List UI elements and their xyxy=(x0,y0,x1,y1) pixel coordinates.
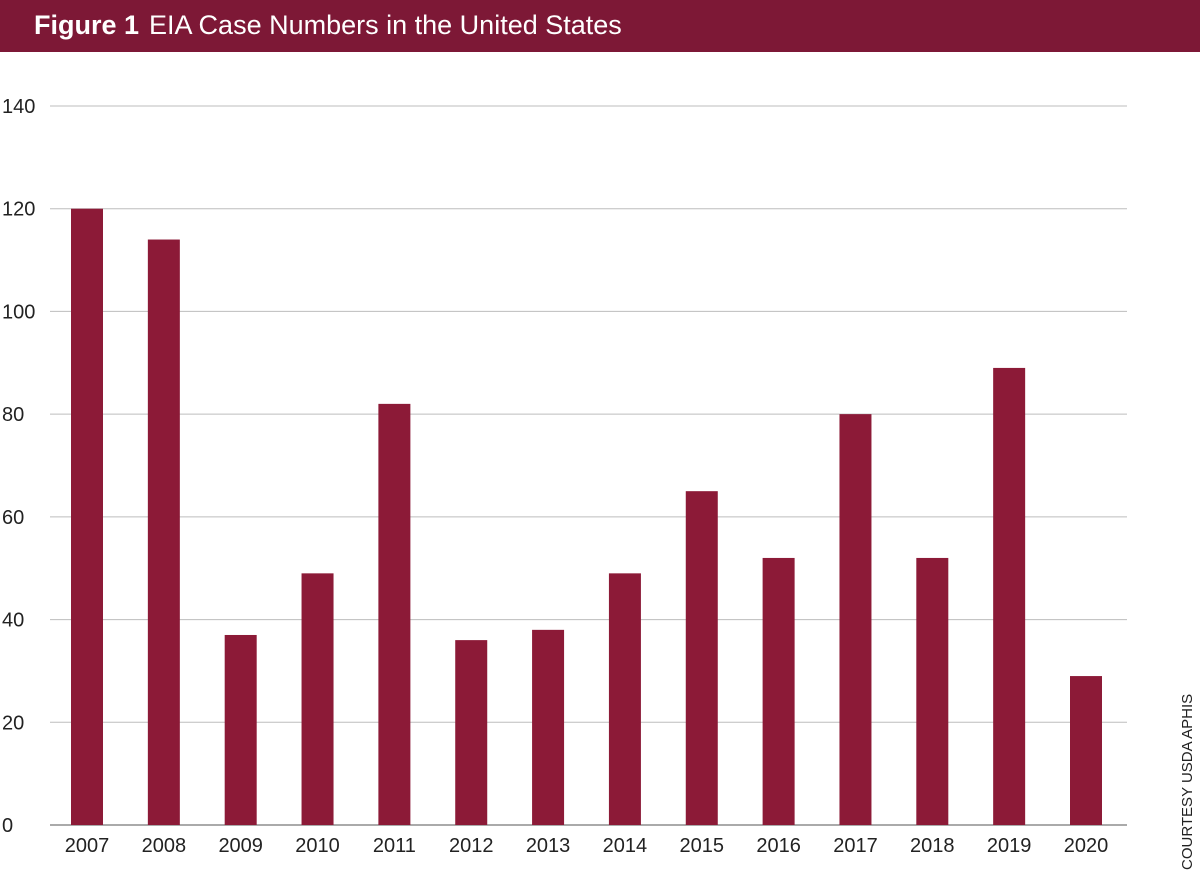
y-tick-label: 100 xyxy=(2,301,35,323)
x-tick-label: 2008 xyxy=(142,835,187,857)
bar-2010 xyxy=(301,573,334,825)
bar-2020 xyxy=(1070,676,1102,825)
x-tick-label: 2018 xyxy=(910,835,955,857)
x-tick-label: 2011 xyxy=(373,835,416,857)
bar-2011 xyxy=(378,403,411,825)
y-tick-label: 80 xyxy=(2,404,24,426)
y-tick-label: 20 xyxy=(2,712,24,734)
figure-header: Figure 1 EIA Case Numbers in the United S… xyxy=(0,0,1200,52)
bar-2016 xyxy=(762,557,795,825)
bar-2017 xyxy=(839,414,872,825)
x-tick-label: 2019 xyxy=(987,835,1032,857)
x-tick-label: 2009 xyxy=(218,835,263,857)
y-tick-label: 0 xyxy=(2,815,13,837)
bar-2013 xyxy=(532,629,565,825)
x-tick-label: 2017 xyxy=(833,835,878,857)
bar-2015 xyxy=(685,491,718,825)
figure-label: Figure 1 xyxy=(34,10,140,40)
bar-2014 xyxy=(608,573,641,825)
x-tick-label: 2015 xyxy=(680,835,725,857)
x-tick-label: 2007 xyxy=(65,835,110,857)
y-tick-label: 120 xyxy=(2,199,35,221)
bar-2008 xyxy=(147,239,180,825)
bar-2009 xyxy=(224,634,257,825)
x-tick-label: 2013 xyxy=(526,835,571,857)
y-tick-label: 140 xyxy=(2,96,35,118)
chart-title: EIA Case Numbers in the United States xyxy=(149,10,622,40)
x-tick-label: 2012 xyxy=(449,835,494,857)
x-tick-label: 2010 xyxy=(295,835,340,857)
bar-2018 xyxy=(916,557,949,825)
y-tick-label: 40 xyxy=(2,610,24,632)
bar-2007 xyxy=(71,208,103,825)
y-tick-label: 60 xyxy=(2,507,24,529)
x-tick-label: 2014 xyxy=(603,835,648,857)
bar-2019 xyxy=(993,367,1026,825)
x-tick-label: 2020 xyxy=(1064,835,1109,857)
bar-2012 xyxy=(455,640,488,825)
credit-text: COURTESY USDA APHIS xyxy=(1179,694,1196,870)
x-tick-label: 2016 xyxy=(756,835,801,857)
